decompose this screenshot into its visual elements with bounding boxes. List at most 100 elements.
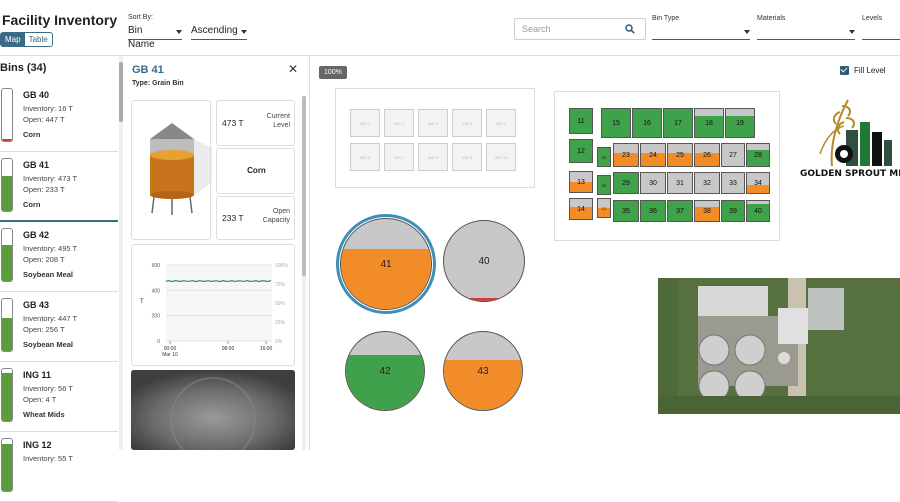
grid-bin-cell[interactable]: 33	[721, 172, 745, 194]
material-card: Corn	[216, 148, 295, 194]
detail-type: Type: Grain Bin	[132, 80, 184, 87]
grid-bin-cell[interactable]: 32	[694, 172, 720, 194]
cell-label: 40	[754, 208, 762, 215]
grid-bin-cell[interactable]: 35	[613, 200, 639, 222]
current-label-line1: Current	[267, 113, 290, 120]
chart-xtick-time: 00:00	[164, 346, 177, 352]
round-bin[interactable]: 41	[340, 218, 432, 310]
grid-bin-cell[interactable]: 31	[667, 172, 693, 194]
fill-level-toggle[interactable]: Fill Level	[840, 66, 886, 75]
bin-fill-gauge	[1, 438, 13, 492]
grid-bin-cell[interactable]: 36	[640, 200, 666, 222]
ing-bin-tile[interactable]: ING 3	[418, 109, 448, 137]
cell-label: 39	[729, 208, 737, 215]
checkbox-checked-icon[interactable]	[840, 66, 849, 75]
grid-bin-cell[interactable]: 29	[613, 172, 639, 194]
grid-bin-cell[interactable]: 19	[725, 108, 755, 138]
grid-bin-cell[interactable]: 22	[597, 147, 611, 167]
grid-bin-cell[interactable]: 28	[746, 143, 770, 167]
sort-field-value: Bin Name	[128, 25, 155, 50]
grid-bin-cell[interactable]: 24	[640, 143, 666, 167]
grid-bin-cell[interactable]: 17	[663, 108, 693, 138]
grid-bin-cell[interactable]: 40	[746, 200, 770, 222]
grid-bin-cell[interactable]: 20	[597, 175, 611, 195]
grid-bin-cell[interactable]: 16	[632, 108, 662, 138]
grid-bin-cell[interactable]: 14	[569, 198, 593, 220]
grid-bin-cell[interactable]: 34	[746, 172, 770, 194]
round-bin-label: 40	[444, 256, 524, 267]
bin-open: Open: 447 T	[23, 115, 65, 124]
bin-list-item[interactable]: GB 42 Inventory: 495 T Open: 208 T Soybean …	[0, 222, 118, 292]
bin-fill-gauge	[1, 298, 13, 352]
scrollbar-thumb[interactable]	[119, 62, 123, 122]
round-bin[interactable]: 42	[345, 331, 425, 411]
grid-bin-cell[interactable]: 25	[667, 143, 693, 167]
chart-y2tick: 0%	[275, 339, 283, 345]
facility-aerial-image[interactable]	[658, 278, 900, 414]
view-toggle[interactable]: Map Table	[0, 32, 53, 47]
grid-bin-cell[interactable]: 21	[597, 198, 611, 218]
ing-bin-tile[interactable]: ING 7	[384, 143, 414, 171]
gauge-fill	[2, 318, 12, 351]
ing-bin-tile[interactable]: ING 9	[452, 143, 482, 171]
ing-bin-tile[interactable]: ING 4	[452, 109, 482, 137]
levels-select[interactable]	[862, 24, 900, 40]
page-title: Facility Inventory	[2, 12, 117, 28]
map-view-button[interactable]: Map	[1, 33, 25, 46]
grid-bin-cell[interactable]: 13	[569, 171, 593, 193]
chevron-down-icon	[176, 30, 182, 34]
grid-bin-cell[interactable]: 12	[569, 139, 593, 163]
bin-list-item[interactable]: GB 40 Inventory: 16 T Open: 447 T Corn	[0, 82, 118, 152]
bin-open: Open: 208 T	[23, 255, 65, 264]
bin-inventory: Inventory: 447 T	[23, 314, 77, 323]
chevron-down-icon	[241, 30, 247, 34]
grid-bin-cell[interactable]: 30	[640, 172, 666, 194]
grid-bin-cell[interactable]: 37	[667, 200, 693, 222]
scrollbar-thumb[interactable]	[302, 96, 306, 276]
chevron-down-icon	[744, 30, 750, 34]
chevron-down-icon	[849, 30, 855, 34]
chart-y2tick: 50%	[275, 301, 286, 307]
bin-list-item[interactable]: GB 43 Inventory: 447 T Open: 256 T Soybean …	[0, 292, 118, 362]
bin-list-item[interactable]: GB 41 Inventory: 473 T Open: 233 T Corn	[0, 152, 118, 222]
grid-bin-cell[interactable]: 15	[601, 108, 631, 138]
ing-bin-tile[interactable]: ING 6	[350, 143, 380, 171]
round-bin[interactable]: 43	[443, 331, 523, 411]
ing-bin-tile[interactable]: ING 5	[486, 109, 516, 137]
grid-bin-cell[interactable]: 26	[694, 143, 720, 167]
open-label-line2: Capacity	[263, 217, 290, 224]
bin-camera-image[interactable]	[131, 370, 295, 450]
detail-scrollbar[interactable]	[302, 96, 306, 450]
grid-bin-cell[interactable]: 27	[721, 143, 745, 167]
bin-inventory: Inventory: 55 T	[23, 454, 73, 463]
grid-bin-cell[interactable]: 11	[569, 108, 593, 134]
bin-product: Soybean Meal	[23, 340, 73, 349]
ing-bin-tile[interactable]: ING 10	[486, 143, 516, 171]
search-icon[interactable]	[625, 24, 635, 34]
bin-list-scrollbar[interactable]	[119, 56, 123, 450]
zoom-level-badge[interactable]: 100%	[319, 66, 347, 79]
bin-type-select[interactable]	[652, 24, 750, 40]
ing-bin-tile[interactable]: ING 8	[418, 143, 448, 171]
aerial-photo	[658, 278, 900, 414]
gauge-fill	[2, 176, 12, 211]
cell-label: 23	[622, 152, 630, 159]
materials-select[interactable]	[757, 24, 855, 40]
bin-detail-panel: GB 41 ✕ Type: Grain Bin 473 T Current Lev…	[124, 56, 310, 450]
table-view-button[interactable]: Table	[25, 33, 52, 46]
bin-open: Open: 233 T	[23, 185, 65, 194]
grid-bin-cell[interactable]: 23	[613, 143, 639, 167]
sort-order-select[interactable]: Ascending	[191, 24, 247, 40]
grid-bin-cell[interactable]: 38	[694, 200, 720, 222]
grid-bin-cell[interactable]: 18	[694, 108, 724, 138]
sort-field-select[interactable]: Bin Name	[128, 24, 182, 40]
grid-bin-cell[interactable]: 39	[721, 200, 745, 222]
bin-list-item[interactable]: ING 12 Inventory: 55 T	[0, 432, 118, 502]
search-input[interactable]: Search	[514, 18, 646, 40]
ing-bin-tile[interactable]: ING 2	[384, 109, 414, 137]
ing-bin-tile[interactable]: ING 1	[350, 109, 380, 137]
close-icon[interactable]: ✕	[288, 62, 298, 76]
bin-list-item[interactable]: ING 11 Inventory: 56 T Open: 4 T Wheat Mids	[0, 362, 118, 432]
round-bin[interactable]: 40	[443, 220, 525, 302]
grain-bin-grid: 11 15 16 17 18 19 12 22 23 24 25 26 27 28 13 29 30 31 32 33…	[554, 91, 780, 241]
